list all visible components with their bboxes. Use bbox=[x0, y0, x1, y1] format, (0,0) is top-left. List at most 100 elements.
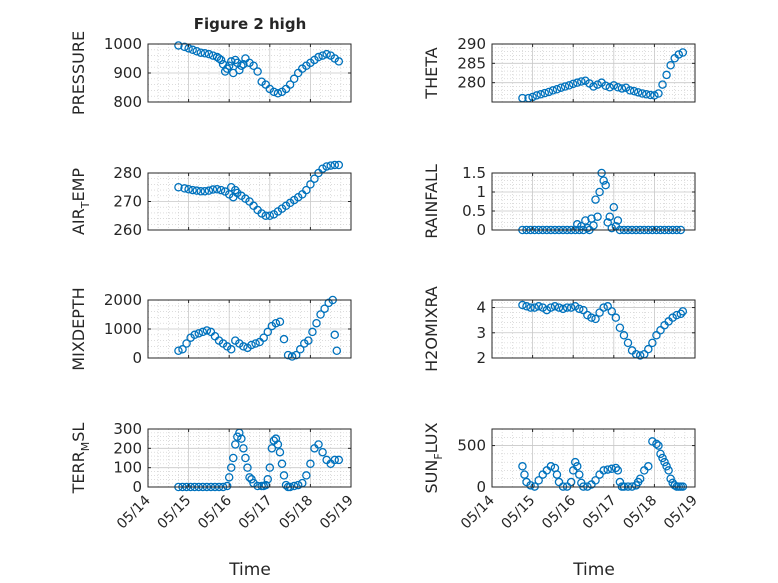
data-point bbox=[261, 211, 270, 220]
x-tick-label: 05/17 bbox=[236, 493, 276, 533]
data-point bbox=[548, 86, 558, 95]
data-point bbox=[202, 326, 212, 335]
data-point bbox=[656, 326, 665, 335]
subplot-6: 2 3 4 H2OMIXRA bbox=[422, 286, 696, 372]
y-tick-label: 900 bbox=[113, 64, 142, 82]
data-point bbox=[564, 81, 574, 90]
data-point bbox=[611, 313, 621, 322]
data-point bbox=[532, 91, 541, 100]
y-axis-label: RAINFALL bbox=[422, 164, 441, 239]
data-point bbox=[231, 440, 240, 449]
data-point bbox=[593, 80, 602, 89]
series-points bbox=[174, 295, 342, 361]
data-point bbox=[589, 221, 598, 230]
data-point bbox=[609, 81, 619, 90]
data-point bbox=[239, 342, 248, 351]
data-point bbox=[652, 439, 661, 449]
data-point bbox=[204, 186, 214, 195]
data-point bbox=[196, 48, 206, 57]
y-tick-label: 0 bbox=[476, 478, 486, 496]
data-point bbox=[575, 304, 584, 314]
y-tick-label: 1.5 bbox=[462, 164, 486, 182]
data-point bbox=[204, 49, 214, 59]
data-point bbox=[216, 185, 226, 195]
data-point bbox=[304, 336, 313, 345]
data-point bbox=[635, 474, 645, 483]
data-point bbox=[623, 338, 633, 348]
data-point bbox=[334, 57, 344, 66]
data-point bbox=[605, 83, 614, 92]
y-axis-label: PRESSURE bbox=[69, 31, 88, 115]
y-axis-label: MIXDEPTH bbox=[69, 287, 88, 370]
data-point bbox=[526, 303, 535, 312]
data-point bbox=[546, 462, 556, 471]
x-tick-label: 05/18 bbox=[620, 493, 660, 533]
y-tick-label: 2000 bbox=[104, 291, 142, 309]
y-axis-label: THETA bbox=[422, 47, 441, 99]
data-point bbox=[570, 457, 580, 467]
data-point bbox=[579, 305, 588, 315]
axes-box bbox=[147, 428, 352, 488]
y-tick-label: 0.5 bbox=[462, 202, 486, 220]
data-point bbox=[306, 459, 315, 469]
data-point bbox=[629, 86, 639, 96]
data-point bbox=[601, 180, 610, 190]
x-axis-label-right: Time bbox=[572, 560, 615, 580]
data-point bbox=[265, 211, 275, 220]
data-point bbox=[573, 78, 582, 87]
x-axis-label-left: Time bbox=[228, 560, 271, 580]
x-tick-label: 05/19 bbox=[661, 493, 701, 533]
series-points bbox=[174, 428, 344, 492]
data-point bbox=[617, 84, 627, 93]
data-point bbox=[546, 303, 556, 312]
data-point bbox=[322, 49, 331, 59]
x-tick-label: 05/14 bbox=[458, 492, 498, 532]
data-point bbox=[609, 202, 619, 212]
subplot-5: 0 1000 2000 MIXDEPTH bbox=[69, 287, 352, 371]
subplot-1: 800 900 1000 PRESSURE bbox=[69, 31, 352, 115]
data-point bbox=[593, 212, 602, 221]
data-point bbox=[265, 463, 275, 472]
data-point bbox=[241, 453, 250, 463]
data-point bbox=[318, 51, 327, 60]
data-point bbox=[178, 345, 187, 354]
y-axis-label: H2OMIXRA bbox=[422, 286, 441, 372]
data-point bbox=[566, 477, 576, 487]
data-point bbox=[664, 466, 673, 475]
data-point bbox=[654, 441, 663, 450]
data-point bbox=[607, 464, 617, 474]
data-point bbox=[666, 474, 675, 483]
data-point bbox=[591, 195, 600, 204]
data-point bbox=[281, 480, 291, 490]
data-point bbox=[283, 350, 293, 360]
data-point bbox=[554, 303, 564, 312]
y-tick-label: 800 bbox=[113, 93, 142, 111]
data-point bbox=[247, 340, 256, 350]
data-point bbox=[208, 185, 218, 194]
data-point bbox=[226, 345, 236, 354]
series-points bbox=[518, 437, 688, 491]
y-tick-label: 3 bbox=[476, 324, 486, 342]
data-point bbox=[591, 314, 600, 324]
data-point bbox=[273, 440, 283, 449]
data-point bbox=[285, 80, 295, 89]
y-tick-label: 500 bbox=[457, 437, 486, 455]
data-point bbox=[607, 223, 617, 233]
x-tick-label: 05/17 bbox=[580, 493, 620, 533]
data-point bbox=[257, 209, 266, 218]
data-point bbox=[534, 302, 543, 311]
data-point bbox=[253, 67, 262, 76]
data-point bbox=[312, 318, 321, 328]
data-point bbox=[251, 339, 260, 348]
data-point bbox=[674, 50, 684, 59]
data-point bbox=[275, 317, 285, 326]
data-point bbox=[259, 333, 268, 342]
data-point bbox=[308, 327, 317, 337]
data-point bbox=[595, 187, 604, 197]
data-point bbox=[320, 304, 329, 313]
data-point bbox=[243, 463, 252, 472]
data-point bbox=[648, 338, 657, 348]
data-point bbox=[613, 216, 623, 225]
x-tick-label: 05/18 bbox=[276, 493, 316, 533]
series-points bbox=[174, 41, 344, 98]
